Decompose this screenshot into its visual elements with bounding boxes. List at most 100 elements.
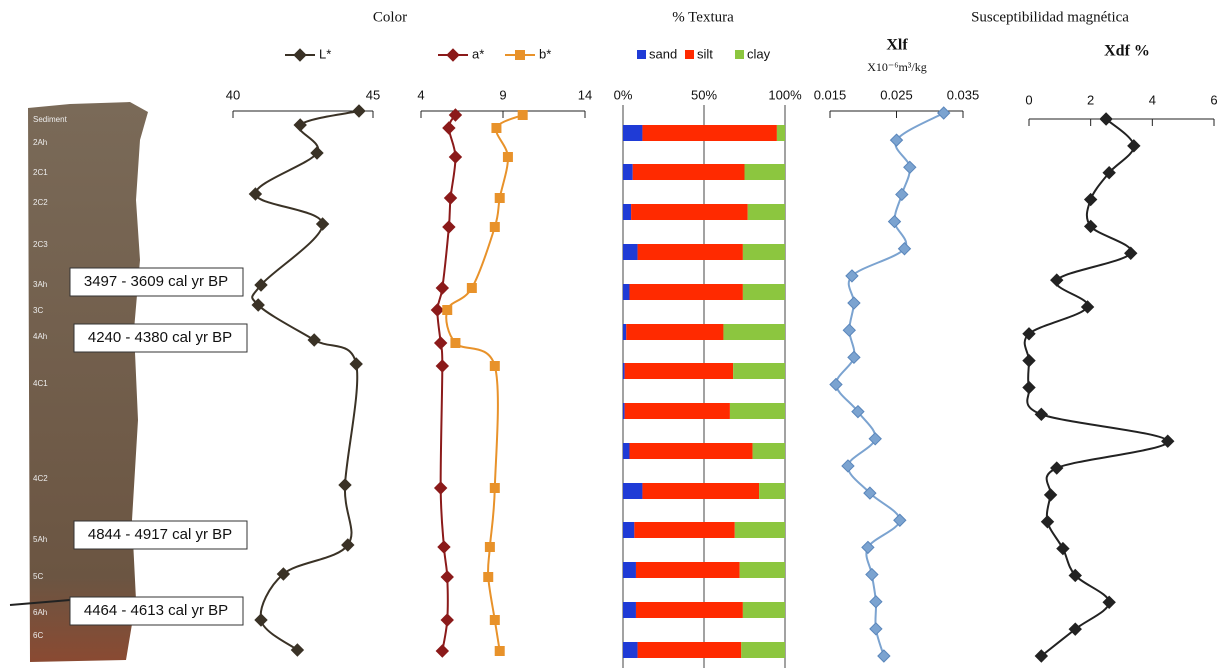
bar-segment <box>743 284 785 300</box>
marker <box>291 644 303 656</box>
panel-title: Color <box>373 9 407 25</box>
marker <box>447 49 459 61</box>
marker <box>441 571 453 583</box>
series-line <box>252 111 359 650</box>
marker <box>1045 489 1057 501</box>
bar-segment <box>623 483 642 499</box>
legend-swatch <box>637 50 646 59</box>
marker <box>495 193 505 203</box>
marker <box>491 123 501 133</box>
x-tick-label: 0.025 <box>880 87 913 102</box>
bar-segment <box>623 244 638 260</box>
marker <box>443 221 455 233</box>
marker <box>443 122 455 134</box>
marker <box>869 433 881 445</box>
bar-segment <box>723 324 785 340</box>
bar-segment <box>642 483 759 499</box>
bar-segment <box>743 244 785 260</box>
marker <box>436 645 448 657</box>
marker <box>830 379 842 391</box>
bar-segment <box>625 363 734 379</box>
marker <box>255 614 267 626</box>
marker <box>490 483 500 493</box>
marker <box>350 358 362 370</box>
x-tick-label: 4 <box>1149 92 1156 107</box>
marker <box>294 119 306 131</box>
bar-segment <box>745 164 786 180</box>
marker <box>438 541 450 553</box>
x-tick-label: 50% <box>691 87 717 102</box>
page: {"core": { "layers": ["Sediment", "2Ah",… <box>0 0 1225 668</box>
bar-segment <box>636 562 740 578</box>
marker <box>1023 382 1035 394</box>
bar-segment <box>748 204 785 220</box>
marker <box>450 338 460 348</box>
marker <box>1042 516 1054 528</box>
date-label: 4240 - 4380 cal yr BP <box>88 329 232 346</box>
marker <box>441 614 453 626</box>
marker <box>449 151 461 163</box>
bar-segment <box>625 403 730 419</box>
marker <box>435 482 447 494</box>
marker <box>878 650 890 662</box>
bar-segment <box>623 125 642 141</box>
x-tick-label: 14 <box>578 87 592 102</box>
marker <box>904 161 916 173</box>
x-tick-label: 45 <box>366 87 380 102</box>
legend-label: a* <box>472 46 484 61</box>
marker <box>490 615 500 625</box>
x-tick-label: 0% <box>614 87 633 102</box>
marker <box>1051 274 1063 286</box>
x-tick-label: 2 <box>1087 92 1094 107</box>
bar-segment <box>629 443 752 459</box>
layer-label: 3C <box>33 306 43 315</box>
x-tick-label: 100% <box>768 87 802 102</box>
marker <box>1085 194 1097 206</box>
marker <box>894 514 906 526</box>
marker <box>485 542 495 552</box>
legend-label: clay <box>747 46 771 61</box>
marker <box>1057 543 1069 555</box>
marker <box>317 218 329 230</box>
legend-label: sand <box>649 46 677 61</box>
marker <box>515 50 525 60</box>
marker <box>843 324 855 336</box>
layer-label: Sediment <box>33 115 68 124</box>
layer-label: 4C1 <box>33 379 48 388</box>
bar-segment <box>623 284 629 300</box>
layer-label: 2C2 <box>33 198 48 207</box>
x-tick-label: 40 <box>226 87 240 102</box>
bar-segment <box>626 324 723 340</box>
bar-segment <box>623 443 629 459</box>
marker <box>1023 355 1035 367</box>
marker <box>442 305 452 315</box>
x-tick-label: 0.015 <box>814 87 847 102</box>
marker <box>938 107 950 119</box>
marker <box>503 152 513 162</box>
chart: Sediment2Ah2C12C22C33Ah3C4Ah4C14C25Ah5C6… <box>0 0 1225 668</box>
bar-segment <box>642 125 776 141</box>
x-tick-label: 6 <box>1210 92 1217 107</box>
axis-label: Xdf % <box>1104 43 1150 60</box>
bar-segment <box>623 602 636 618</box>
bar-segment <box>633 164 745 180</box>
axis-units: X10⁻⁶m³/kg <box>867 60 926 74</box>
legend-label: L* <box>319 46 331 61</box>
marker <box>490 361 500 371</box>
bar-segment <box>623 363 625 379</box>
legend-swatch <box>735 50 744 59</box>
bar-segment <box>733 363 785 379</box>
marker <box>445 192 457 204</box>
marker <box>848 351 860 363</box>
marker <box>870 623 882 635</box>
bar-segment <box>623 164 633 180</box>
series-line <box>446 115 522 651</box>
layer-label: 6C <box>33 631 43 640</box>
marker <box>1128 140 1140 152</box>
layer-label: 3Ah <box>33 280 47 289</box>
bar-segment <box>623 522 634 538</box>
marker <box>308 334 320 346</box>
marker <box>866 569 878 581</box>
marker <box>436 360 448 372</box>
marker <box>490 222 500 232</box>
